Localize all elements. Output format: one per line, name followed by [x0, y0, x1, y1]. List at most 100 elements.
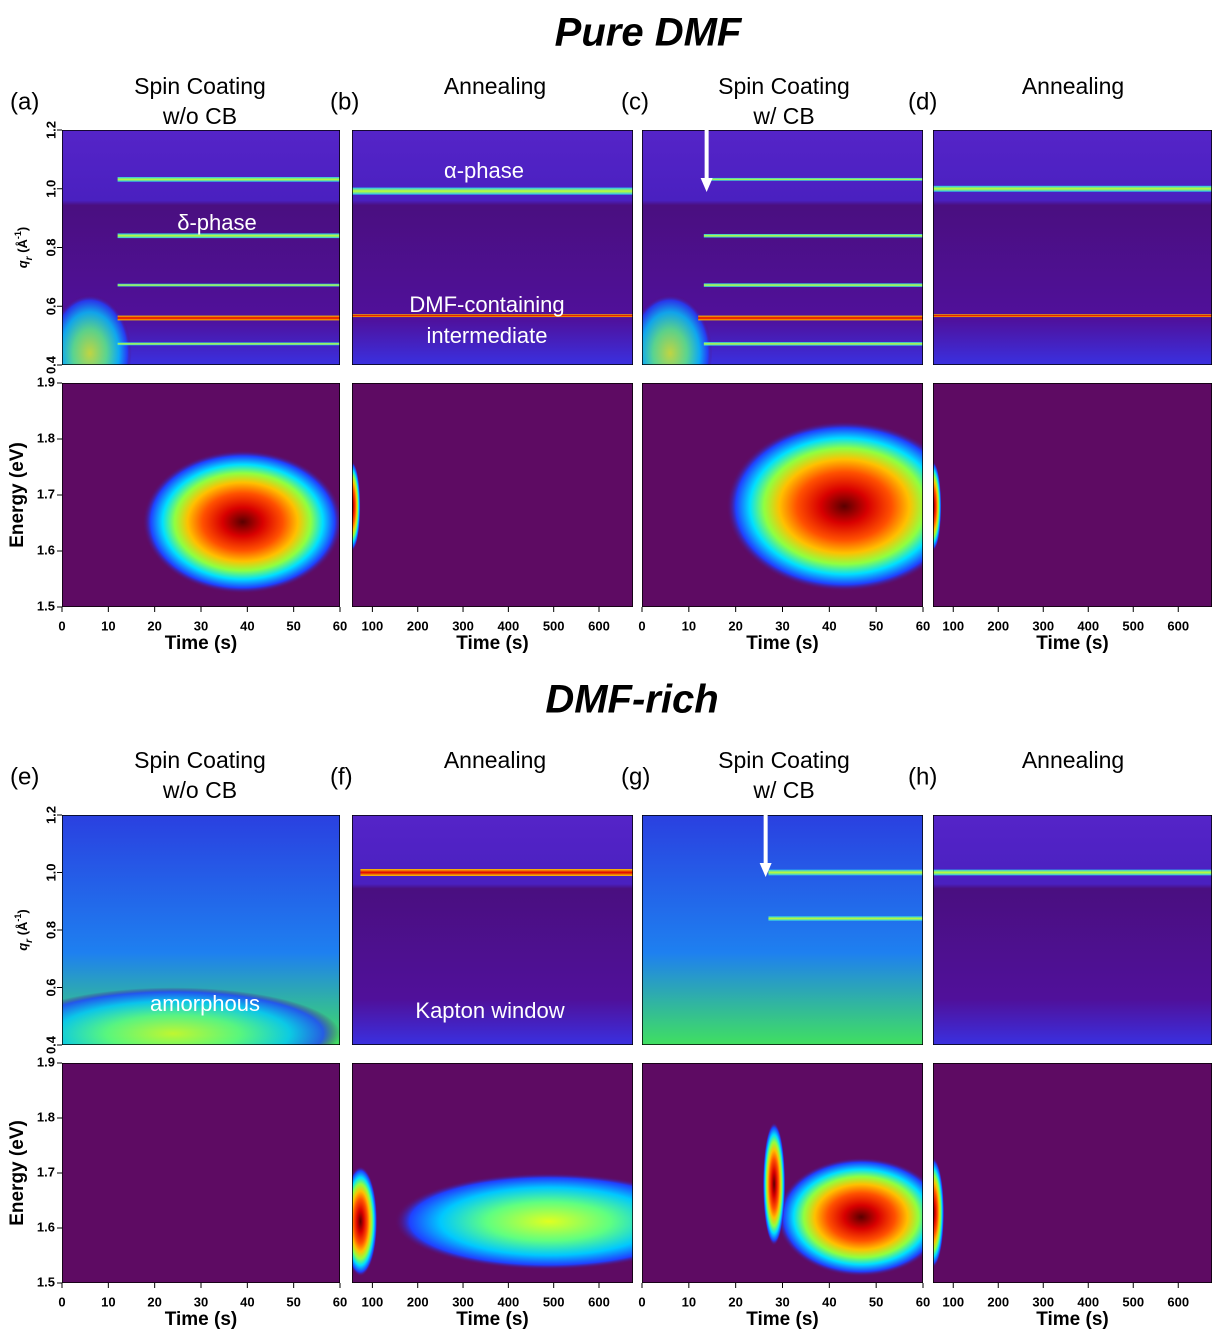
panel-label: (b) [330, 88, 359, 115]
x-tick-label: 30 [194, 618, 208, 633]
x-tick-label: 30 [775, 618, 789, 633]
panel-title: Annealing [444, 73, 546, 99]
section-title: Pure DMF [555, 11, 743, 55]
y-tick-label: 0.4 [43, 355, 58, 374]
pl-heatmap [933, 1063, 1212, 1283]
x-tick-label: 50 [869, 618, 883, 633]
x-axis-label: Time (s) [746, 633, 819, 654]
x-tick-label: 40 [822, 1294, 836, 1309]
x-tick-label: 200 [407, 618, 429, 633]
diffraction-band [117, 176, 340, 182]
x-tick-label: 600 [1167, 618, 1189, 633]
annotation: Kapton window [415, 998, 564, 1023]
x-tick-label: 500 [1122, 618, 1144, 633]
x-axis-label: Time (s) [456, 1309, 529, 1330]
pl-emission [933, 461, 942, 551]
glow [62, 294, 132, 365]
x-tick-label: 400 [498, 1294, 520, 1309]
heatmap-bg [933, 383, 1212, 607]
xrd-heatmap [352, 130, 633, 365]
annotation: amorphous [150, 991, 260, 1016]
heatmap-bg [642, 815, 923, 1045]
annotation: DMF-containing [409, 292, 564, 317]
x-tick-label: 200 [407, 1294, 429, 1309]
x-tick-label: 300 [452, 1294, 474, 1309]
panel-label: (d) [908, 88, 937, 115]
diffraction-band [933, 869, 1212, 876]
x-tick-label: 20 [147, 1294, 161, 1309]
glow [62, 987, 340, 1045]
heatmap-bg [62, 1063, 340, 1283]
y-axis-label-part: r [24, 938, 35, 943]
x-tick-label: 500 [543, 618, 565, 633]
y-tick-label: 1.9 [37, 1054, 55, 1069]
y-axis-label: Energy (eV) [7, 1120, 28, 1226]
y-tick-label: 1.2 [43, 806, 58, 824]
y-axis-label: Energy (eV) [7, 442, 28, 548]
diffraction-band [117, 283, 340, 287]
pl-heatmap [642, 1063, 923, 1283]
y-tick-label: 0.4 [43, 1035, 58, 1054]
x-tick-label: 0 [58, 1294, 65, 1309]
x-tick-label: 0 [638, 618, 645, 633]
annotation: intermediate [426, 323, 547, 348]
heatmap-bg [933, 815, 1212, 1045]
pl-heatmap [642, 383, 923, 607]
pl-emission [762, 1122, 786, 1246]
y-axis-label-part: ) [15, 909, 30, 913]
panel-title: Spin Coating [718, 73, 850, 99]
x-tick-label: 20 [728, 1294, 742, 1309]
y-axis-label-part: -1 [13, 231, 23, 239]
y-tick-label: 1.0 [43, 863, 58, 881]
panel-label: (e) [10, 763, 39, 790]
panel-title: w/ CB [752, 777, 814, 803]
panel-title: w/o CB [162, 777, 237, 803]
pl-emission [352, 461, 361, 551]
x-tick-label: 100 [362, 618, 384, 633]
y-tick-label: 1.8 [37, 1109, 55, 1124]
y-tick-label: 1.2 [43, 121, 58, 139]
panel-label: (h) [908, 763, 937, 790]
x-tick-label: 50 [869, 1294, 883, 1309]
pl-heatmap [933, 383, 1212, 607]
diffraction-band [933, 185, 1212, 192]
arrow-head [759, 863, 772, 877]
pl-emission [933, 1157, 945, 1268]
xrd-heatmap [352, 815, 633, 1045]
panel-title: w/ CB [752, 103, 814, 129]
annotation: α-phase [444, 158, 524, 183]
annotation: δ-phase [177, 210, 257, 235]
diffraction-band [117, 233, 340, 239]
glow [642, 294, 713, 365]
y-axis-label-part: ) [15, 227, 30, 231]
diffraction-band [703, 342, 923, 346]
x-tick-label: 600 [1167, 1294, 1189, 1309]
pl-emission [726, 421, 923, 592]
x-tick-label: 50 [286, 1294, 300, 1309]
xrd-heatmap [933, 815, 1212, 1045]
y-tick-label: 1.9 [37, 374, 55, 389]
x-tick-label: 10 [101, 618, 115, 633]
x-tick-label: 200 [987, 618, 1009, 633]
y-axis-label-part: q [15, 943, 30, 951]
section-title: DMF-rich [545, 678, 718, 722]
y-axis-label: qr (Å-1) [13, 909, 35, 951]
diffraction-band [703, 177, 923, 181]
diffraction-band [768, 916, 923, 921]
x-tick-label: 30 [194, 1294, 208, 1309]
x-tick-label: 300 [1032, 1294, 1054, 1309]
y-tick-label: 1.0 [43, 180, 58, 198]
diffraction-band [352, 187, 633, 195]
y-tick-label: 1.5 [37, 598, 55, 613]
panel-label: (c) [621, 88, 649, 115]
y-axis-label-part: q [15, 260, 30, 268]
x-tick-label: 60 [916, 1294, 930, 1309]
x-tick-label: 500 [1122, 1294, 1144, 1309]
x-tick-label: 10 [682, 1294, 696, 1309]
y-tick-label: 0.6 [43, 297, 58, 315]
diffraction-band [360, 869, 633, 876]
x-axis-label: Time (s) [746, 1309, 819, 1330]
y-axis-label-part: (Å [15, 921, 30, 939]
x-tick-label: 10 [682, 618, 696, 633]
x-tick-label: 10 [101, 1294, 115, 1309]
